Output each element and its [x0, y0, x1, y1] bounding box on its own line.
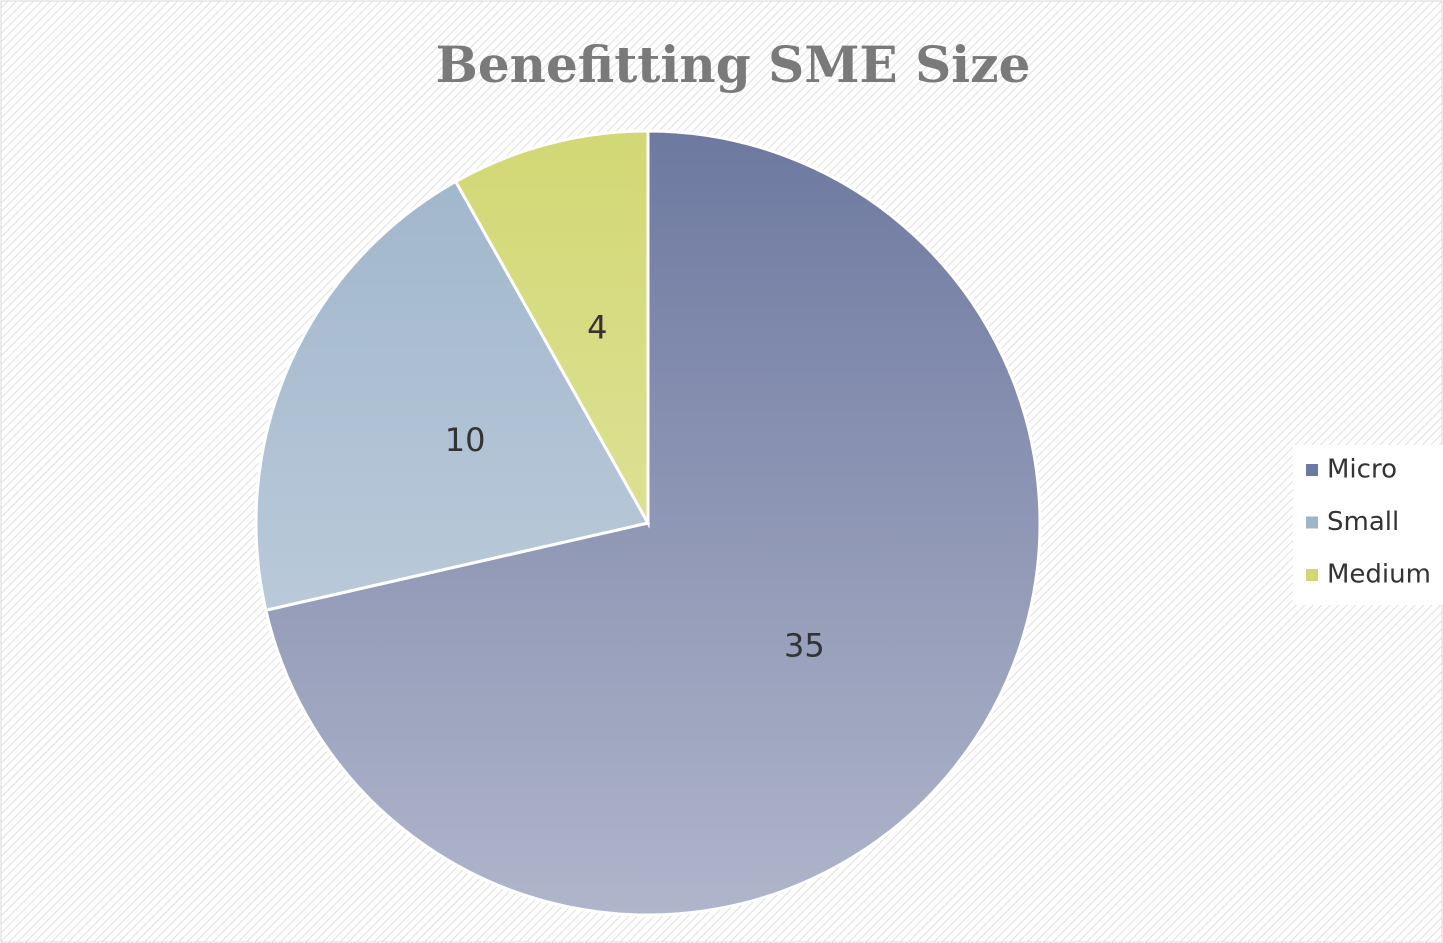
- chart-title: Benefitting SME Size: [436, 35, 1031, 94]
- data-label: 4: [587, 309, 607, 347]
- legend-swatch: [1306, 464, 1318, 476]
- legend-label: Small: [1327, 507, 1399, 537]
- legend-swatch: [1306, 569, 1318, 581]
- legend-label: Medium: [1327, 560, 1431, 590]
- data-label: 35: [784, 627, 825, 665]
- legend-swatch: [1306, 516, 1318, 529]
- data-label: 10: [445, 421, 486, 459]
- legend-label: Micro: [1327, 455, 1397, 485]
